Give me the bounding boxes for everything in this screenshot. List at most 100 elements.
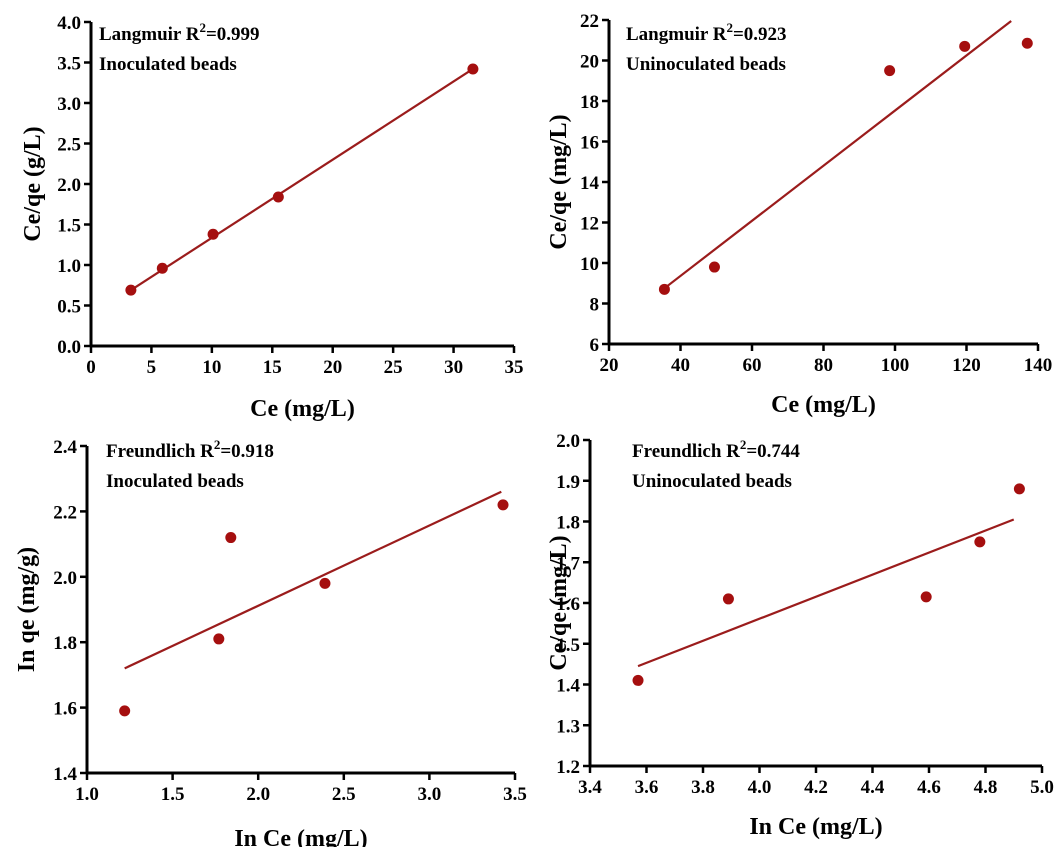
annotation-sample-label: Uninoculated beads: [626, 54, 786, 75]
x-tick-label: 3.8: [691, 777, 715, 798]
x-tick-label: 10: [202, 357, 221, 378]
x-tick-label: 1.5: [161, 784, 185, 805]
y-tick-label: 1.6: [556, 594, 580, 615]
y-tick-label: 1.5: [556, 635, 580, 656]
y-axis-title: Ce/qe (mg/L): [546, 114, 572, 249]
fit-line: [124, 490, 502, 670]
x-axis-title: In Ce (mg/L): [234, 826, 367, 847]
annotation-r2-value: =0.999: [206, 24, 260, 45]
y-tick-label: 0.0: [57, 337, 81, 358]
y-tick-label: 16: [580, 133, 599, 154]
data-point: [119, 705, 131, 717]
y-tick-label: 1.4: [556, 676, 580, 697]
data-point: [1013, 483, 1025, 495]
fit-annotation: Freundlich R2=0.744: [632, 437, 800, 462]
y-tick-label: 1.7: [556, 553, 580, 574]
data-point: [467, 63, 479, 75]
fit-annotation: Langmuir R2=0.923: [626, 20, 787, 45]
y-tick-label: 2.0: [53, 568, 77, 589]
annotation-model: Langmuir R: [99, 24, 200, 45]
y-tick-label: 2.2: [53, 502, 77, 523]
y-tick-label: 10: [580, 254, 599, 275]
fit-line: [663, 20, 1012, 290]
y-axis-title: Ce/qe (g/L): [20, 126, 46, 241]
y-tick-label: 1.5: [57, 216, 81, 237]
annotation-r2-value: =0.918: [220, 441, 274, 462]
fit-line: [637, 518, 1015, 668]
annotation-superscript: 2: [726, 20, 733, 35]
y-tick-label: 1.2: [556, 757, 580, 778]
data-point: [959, 40, 971, 52]
x-tick-label: 25: [384, 357, 403, 378]
y-tick-label: 2.4: [53, 437, 77, 458]
data-point: [884, 65, 896, 77]
annotation-r2-value: =0.923: [733, 24, 787, 45]
annotation-model: Langmuir R: [626, 24, 727, 45]
fit-line: [129, 68, 474, 292]
chart-panel-3: 1.0 1.5 2.0 2.5 3.0 3.5 1.4 1.6 1.8 2.0 2.2 2.4 In C…: [14, 437, 527, 847]
x-tick-label: 3.4: [578, 777, 602, 798]
x-tick-label: 3.0: [418, 784, 442, 805]
fit-annotation: Langmuir R2=0.999: [99, 20, 260, 45]
annotation-model: Freundlich R: [632, 441, 740, 462]
data-point: [974, 536, 986, 548]
annotation-superscript: 2: [199, 20, 206, 35]
annotation-sample-label: Uninoculated beads: [632, 471, 792, 492]
data-point: [225, 532, 237, 544]
y-tick-label: 3.5: [57, 54, 81, 75]
x-tick-label: 30: [444, 357, 463, 378]
y-tick-label: 2.0: [57, 175, 81, 196]
data-point: [213, 633, 225, 645]
data-point: [632, 674, 644, 686]
x-tick-label: 5.0: [1030, 777, 1054, 798]
y-tick-label: 2.0: [556, 431, 580, 452]
y-tick-label: 0.5: [57, 297, 81, 318]
chart-panel-4: 3.4 3.6 3.8 4.0 4.2 4.4 4.6 4.8 5.0 1.2 1.3 1.4 1.5 1…: [546, 431, 1054, 840]
x-tick-label: 2.0: [246, 784, 270, 805]
x-tick-label: 4.2: [804, 777, 828, 798]
data-point: [207, 228, 219, 240]
y-tick-label: 1.0: [57, 256, 81, 277]
annotation-superscript: 2: [214, 437, 221, 452]
y-tick-label: 12: [580, 214, 599, 235]
data-point: [920, 591, 932, 603]
x-tick-label: 2.5: [332, 784, 356, 805]
y-tick-label: 20: [580, 52, 599, 73]
x-axis-title: Ce (mg/L): [771, 392, 876, 418]
x-tick-label: 40: [671, 355, 690, 376]
x-tick-label: 3.5: [503, 784, 527, 805]
y-tick-label: 1.8: [53, 633, 77, 654]
y-tick-label: 3.0: [57, 94, 81, 115]
y-tick-label: 18: [580, 92, 599, 113]
y-axis-title: In qe (mg/g): [14, 547, 40, 672]
annotation-sample-label: Inoculated beads: [99, 54, 237, 75]
data-point: [272, 191, 284, 203]
annotation-superscript: 2: [740, 437, 747, 452]
annotation-sample-label: Inoculated beads: [106, 471, 244, 492]
data-point: [708, 261, 720, 273]
y-tick-label: 22: [580, 11, 599, 32]
fit-annotation: Freundlich R2=0.918: [106, 437, 274, 462]
x-tick-label: 20: [323, 357, 342, 378]
x-tick-label: 100: [881, 355, 910, 376]
data-point: [125, 284, 137, 296]
y-tick-label: 1.3: [556, 716, 580, 737]
x-tick-label: 5: [147, 357, 157, 378]
data-point: [497, 499, 509, 511]
x-tick-label: 80: [814, 355, 833, 376]
x-tick-label: 20: [600, 355, 619, 376]
y-tick-label: 1.4: [53, 764, 77, 785]
x-tick-label: 3.6: [635, 777, 659, 798]
x-tick-label: 4.6: [917, 777, 941, 798]
x-tick-label: 120: [952, 355, 981, 376]
data-point: [156, 262, 168, 274]
annotation-model: Freundlich R: [106, 441, 214, 462]
y-tick-label: 1.9: [556, 472, 580, 493]
data-point: [722, 593, 734, 605]
y-tick-label: 2.5: [57, 135, 81, 156]
x-axis-title: In Ce (mg/L): [749, 814, 882, 840]
x-axis-title: Ce (mg/L): [250, 396, 355, 422]
x-tick-label: 60: [743, 355, 762, 376]
x-tick-label: 35: [505, 357, 524, 378]
